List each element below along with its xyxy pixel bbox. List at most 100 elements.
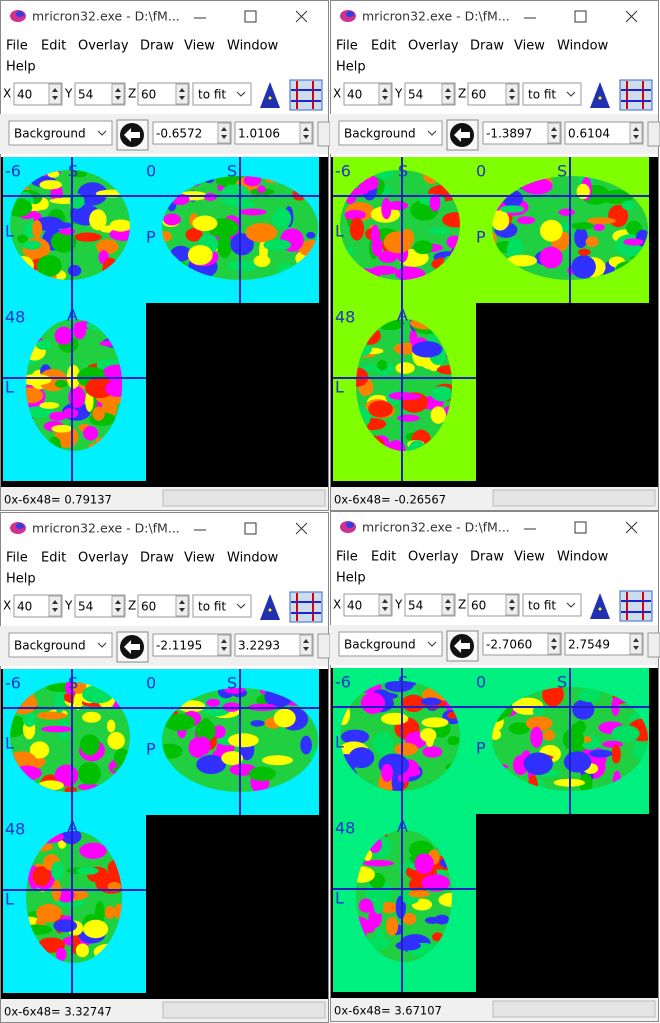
menu-item[interactable]: View	[184, 551, 215, 566]
z-label: Z	[128, 87, 136, 101]
crosshair-button[interactable]	[619, 79, 653, 111]
y-input-spinner[interactable]	[441, 83, 455, 105]
activation-blob	[32, 219, 43, 238]
crosshair-button[interactable]	[289, 79, 323, 111]
maximize-button[interactable]	[574, 521, 587, 534]
menu-item[interactable]: View	[514, 39, 545, 54]
activation-blob	[492, 210, 510, 231]
menu-item[interactable]: Window	[227, 551, 279, 566]
menu-item[interactable]: Edit	[41, 39, 66, 54]
z-input-spinner[interactable]	[505, 83, 519, 105]
menu-item[interactable]: Overlay	[408, 550, 459, 565]
close-button[interactable]	[295, 10, 308, 23]
view-label: S	[68, 162, 78, 181]
view-label: -6	[335, 673, 351, 692]
max-input-spinner[interactable]	[629, 633, 643, 655]
y-input-spinner[interactable]	[111, 595, 125, 617]
max-input[interactable]	[234, 633, 314, 657]
menu-item[interactable]: Help	[336, 60, 366, 75]
menu-item[interactable]: File	[6, 39, 28, 54]
menu-item[interactable]: Draw	[470, 550, 504, 565]
partial-button[interactable]	[647, 121, 660, 147]
min-input[interactable]	[482, 632, 562, 656]
min-input[interactable]	[482, 121, 562, 145]
menu-item[interactable]: View	[514, 550, 545, 565]
activation-blob	[162, 231, 172, 242]
zoom-select[interactable]	[192, 594, 252, 618]
max-input[interactable]	[564, 121, 644, 145]
max-input-spinner[interactable]	[299, 122, 313, 144]
menu-item[interactable]: Edit	[371, 550, 396, 565]
z-input-spinner[interactable]	[175, 595, 189, 617]
min-input[interactable]	[152, 121, 232, 145]
layer-select[interactable]	[8, 120, 113, 146]
maximize-button[interactable]	[574, 10, 587, 23]
activation-blob	[243, 176, 262, 187]
close-button[interactable]	[625, 521, 638, 534]
back-arrow	[124, 640, 140, 654]
zoom-select[interactable]	[192, 82, 252, 106]
menu-item[interactable]: Overlay	[408, 39, 459, 54]
z-input-spinner[interactable]	[505, 594, 519, 616]
wizard-button[interactable]	[590, 82, 610, 108]
max-input[interactable]	[234, 121, 314, 145]
menu-item[interactable]: View	[184, 39, 215, 54]
menu-item[interactable]: Edit	[41, 551, 66, 566]
partial-button[interactable]	[317, 121, 331, 147]
maximize-button[interactable]	[244, 10, 257, 23]
app-window: mricron32.exe - D:\fM... File Edit Overlay D…	[330, 0, 660, 511]
wizard-button[interactable]	[260, 594, 280, 620]
crosshair-button[interactable]	[619, 590, 653, 622]
layer-select[interactable]	[338, 120, 443, 146]
activation-blob	[69, 193, 85, 209]
x-input-spinner[interactable]	[378, 83, 392, 105]
min-input-spinner[interactable]	[217, 634, 231, 656]
max-input-spinner[interactable]	[629, 122, 643, 144]
x-input-spinner[interactable]	[48, 83, 62, 105]
maximize-button[interactable]	[244, 522, 257, 535]
layer-select[interactable]	[8, 632, 113, 658]
partial-button[interactable]	[647, 632, 660, 658]
menu-item[interactable]: Help	[336, 571, 366, 586]
min-input[interactable]	[152, 633, 232, 657]
x-input-text: 40	[347, 88, 362, 102]
activation-blob	[29, 741, 50, 759]
activation-blob	[387, 200, 409, 211]
app-window: mricron32.exe - D:\fM... File Edit Overlay D…	[0, 0, 331, 511]
min-input-spinner[interactable]	[217, 122, 231, 144]
layer-select[interactable]	[338, 631, 443, 657]
activation-blob	[73, 692, 83, 710]
max-input[interactable]	[564, 632, 644, 656]
menu-item[interactable]: Window	[557, 39, 609, 54]
zoom-select[interactable]	[522, 593, 582, 617]
x-input-spinner[interactable]	[378, 594, 392, 616]
menu-item[interactable]: Draw	[140, 39, 174, 54]
menu-item[interactable]: Draw	[470, 39, 504, 54]
wizard-button[interactable]	[590, 593, 610, 619]
menu-item[interactable]: File	[336, 39, 358, 54]
menu-item[interactable]: Help	[6, 60, 36, 75]
partial-button[interactable]	[317, 633, 331, 659]
crosshair-button[interactable]	[289, 591, 323, 623]
wizard-button[interactable]	[260, 82, 280, 108]
menu-item[interactable]: Help	[6, 572, 36, 587]
close-button[interactable]	[625, 10, 638, 23]
max-input-spinner[interactable]	[299, 634, 313, 656]
menu-item[interactable]: File	[336, 550, 358, 565]
menu-item[interactable]: File	[6, 551, 28, 566]
min-input-spinner[interactable]	[547, 633, 561, 655]
zoom-select[interactable]	[522, 82, 582, 106]
menu-item[interactable]: Window	[557, 550, 609, 565]
min-input-spinner[interactable]	[547, 122, 561, 144]
menu-item[interactable]: Overlay	[78, 551, 129, 566]
menu-item[interactable]: Window	[227, 39, 279, 54]
menu-item[interactable]: Draw	[140, 551, 174, 566]
x-input-spinner[interactable]	[48, 595, 62, 617]
menu-item[interactable]: Overlay	[78, 39, 129, 54]
activation-blob	[539, 246, 563, 269]
y-input-spinner[interactable]	[111, 83, 125, 105]
y-input-spinner[interactable]	[441, 594, 455, 616]
close-button[interactable]	[295, 522, 308, 535]
menu-item[interactable]: Edit	[371, 39, 396, 54]
z-input-spinner[interactable]	[175, 83, 189, 105]
